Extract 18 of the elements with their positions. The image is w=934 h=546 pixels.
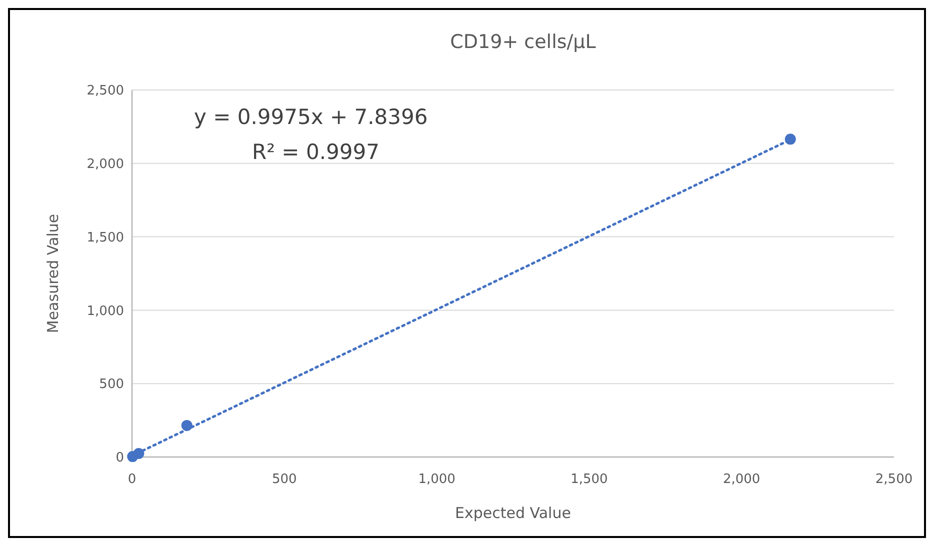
x-axis-title: Expected Value (455, 504, 571, 522)
x-tick-label: 500 (272, 472, 297, 487)
x-tick-label: 1,000 (418, 472, 456, 487)
y-tick-label: 500 (99, 377, 124, 392)
chart-title: CD19+ cells/µL (450, 31, 596, 53)
x-tick-label: 0 (128, 472, 136, 487)
y-tick-label: 1,500 (86, 230, 124, 246)
y-tick-label: 2,000 (86, 156, 124, 172)
y-tick-label: 0 (116, 450, 124, 466)
y-tick-label: 2,500 (86, 84, 124, 99)
x-tick-label: 2,500 (875, 472, 913, 487)
annotation: R² = 0.9997 (252, 140, 380, 164)
y-axis-title: Measured Value (44, 214, 62, 334)
annotation: y = 0.9975x + 7.8396 (194, 105, 428, 129)
point (784, 134, 796, 145)
x-tick-label: 2,000 (722, 472, 760, 487)
y-tick-label: 1,000 (86, 304, 124, 319)
x-tick-label: 1,500 (570, 472, 608, 487)
